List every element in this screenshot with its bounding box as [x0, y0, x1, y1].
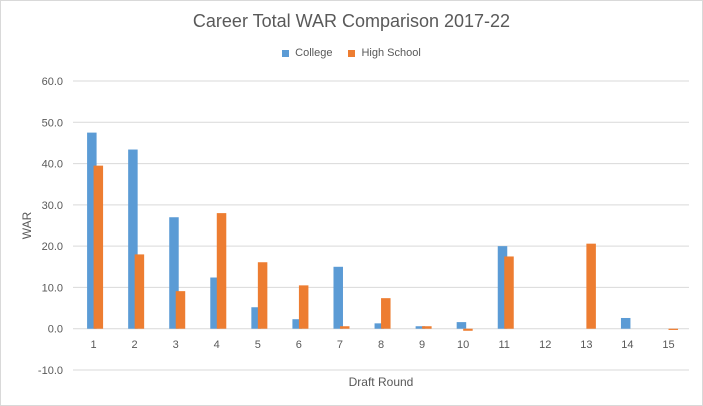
x-tick-label: 8 — [378, 339, 384, 351]
bar-high-school — [422, 326, 432, 329]
bar-high-school — [175, 291, 186, 329]
legend-item-high-school: High School — [348, 47, 421, 59]
bar-college — [333, 266, 343, 329]
x-tick-label: 7 — [337, 339, 343, 351]
x-tick-label: 6 — [296, 339, 302, 351]
y-tick-label: 40.0 — [42, 159, 63, 171]
bar-college — [292, 319, 302, 329]
legend-swatch-college — [282, 49, 290, 57]
bar-college — [374, 323, 385, 329]
x-tick-label: 4 — [214, 339, 220, 351]
x-tick-label: 3 — [173, 339, 179, 351]
legend-label-college: College — [295, 47, 333, 59]
bar-high-school — [668, 328, 679, 330]
bar-college — [128, 149, 138, 329]
bar-high-school — [134, 254, 145, 329]
bar-high-school — [463, 328, 473, 331]
legend-swatch-high-school — [348, 49, 356, 57]
x-tick-label: 14 — [621, 339, 633, 351]
legend-label-high-school: High School — [361, 47, 421, 59]
bar-high-school — [93, 165, 104, 329]
bar-high-school — [586, 243, 596, 329]
x-tick-label: 10 — [457, 339, 469, 351]
bar-high-school — [298, 285, 309, 329]
legend-item-college: College — [282, 47, 332, 59]
x-tick-label: 2 — [132, 339, 138, 351]
bar-college — [210, 277, 220, 329]
bar-college — [456, 322, 467, 329]
x-tick-label: 13 — [580, 339, 592, 351]
x-tick-label: 11 — [498, 339, 509, 351]
y-tick-label: 0.0 — [48, 324, 63, 336]
x-tick-label: 1 — [90, 339, 96, 351]
y-axis-title: WAR — [20, 211, 34, 239]
bar-high-school — [216, 213, 227, 329]
bar-college — [497, 246, 508, 329]
x-tick-label: 15 — [662, 339, 674, 351]
x-tick-label: 9 — [419, 339, 425, 351]
bar-college — [169, 217, 179, 329]
y-tick-label: 30.0 — [42, 200, 63, 212]
bar-high-school — [504, 256, 514, 329]
x-tick-label: 12 — [539, 339, 551, 351]
bar-high-school — [257, 262, 268, 329]
bar-college — [620, 317, 631, 329]
bar-high-school — [381, 298, 391, 329]
x-tick-label: 5 — [255, 339, 261, 351]
bar-college — [415, 326, 426, 329]
x-axis-title: Draft Round — [349, 375, 414, 389]
y-tick-label: -10.0 — [38, 365, 63, 377]
chart-title: Career Total WAR Comparison 2017-22 — [192, 11, 511, 31]
bar-high-school — [339, 326, 350, 329]
bar-college — [87, 132, 97, 329]
y-tick-label: 60.0 — [42, 76, 63, 88]
legend: College High School — [1, 47, 702, 59]
y-tick-label: 50.0 — [42, 117, 63, 129]
y-tick-label: 20.0 — [42, 241, 63, 253]
bar-college — [251, 307, 261, 329]
y-tick-label: 10.0 — [42, 282, 63, 294]
